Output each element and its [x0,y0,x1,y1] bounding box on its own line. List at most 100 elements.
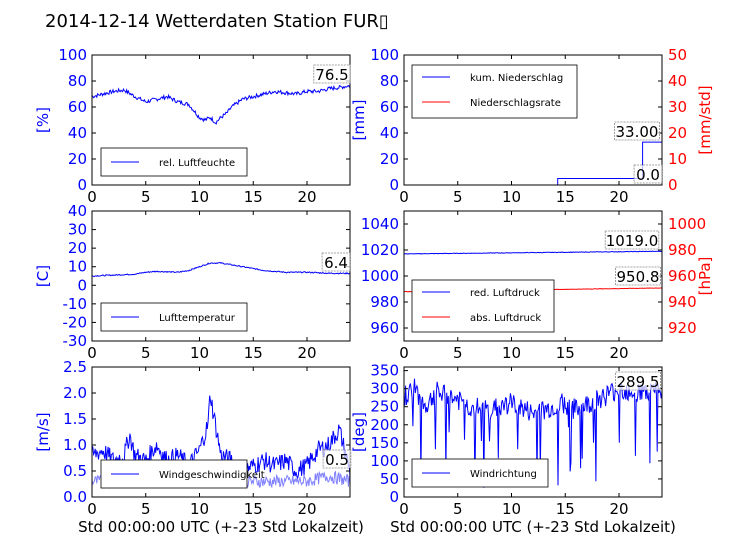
legend: kum. Niederschlag Niederschlagsrate [411,64,578,119]
y-axis-label: [mm] [350,100,368,141]
y-axis-label: [deg] [350,412,368,452]
x-tick-label: 20 [609,344,628,362]
y-tick-label: 20 [380,150,399,168]
latest-value-label: 950.8 [617,268,660,286]
y2-tick-label: 1000 [668,215,706,233]
x-tick-label: 5 [453,500,463,518]
x-axis-label-left: Std 00:00:00 UTC (+-23 Std Lokalzeit) [78,518,364,536]
y-tick-label: 60 [380,98,399,116]
y-tick-label: 1040 [361,215,399,233]
x-tick-label: 10 [190,500,209,518]
y-tick-label: 100 [370,452,399,470]
y2-tick-label: 10 [668,150,687,168]
panel-humidity: 0 5 10 15 20 0 20 40 60 80 100 [%] rel. Luftfeuchte 7… [34,46,351,206]
latest-value-label: 76.5 [315,66,348,84]
y-tick-label: 1.5 [63,410,87,428]
legend-label: rel. Luftfeuchte [159,158,235,169]
series-line-windrichtung [404,378,662,488]
y2-tick-label: 940 [668,293,697,311]
legend-label: Niederschlagsrate [470,98,561,109]
x-tick-label: 10 [190,344,209,362]
y2-axis-label: [mm/std] [696,85,714,154]
y-tick-label: 300 [370,380,399,398]
series-line-lufttemperatur [92,261,350,278]
legend-label: Lufttemperatur [159,313,236,324]
y-tick-label: 0 [77,176,87,194]
x-tick-label: 5 [453,188,463,206]
y2-tick-label: 980 [668,241,697,259]
x-tick-label: 20 [297,344,316,362]
y-tick-label: 50 [380,470,399,488]
x-tick-label: 5 [141,500,151,518]
figure-title: 2014-12-14 Wetterdaten Station FUR▯ [45,11,389,32]
x-tick-label: 0 [399,344,409,362]
y2-axis-label: [hPa] [696,257,714,296]
y-tick-label: 1.0 [63,436,87,454]
panel-precipitation: 0 5 10 15 20 0 20 40 60 80 100 0 10 20 30 40 50 [mm/std] [… [350,46,714,206]
y2-tick-label: 30 [668,98,687,116]
y2-tick-label: 40 [668,72,687,90]
y-tick-label: 100 [58,46,87,64]
y-tick-label: 200 [370,416,399,434]
y-axis-label: [C] [34,265,52,287]
value-box [614,121,660,141]
x-tick-label: 15 [556,344,575,362]
y-tick-label: 0 [389,488,399,506]
plot-frame [403,54,663,186]
y-tick-label: 350 [370,362,399,380]
legend-box [411,279,555,333]
y-tick-label: 20 [68,239,87,257]
x-tick-label: 20 [609,500,628,518]
y-tick-label: -20 [63,313,88,331]
value-box [615,371,661,391]
plot-frame [91,210,351,342]
x-tick-label: 5 [453,344,463,362]
y-tick-label: 960 [370,319,399,337]
y-tick-label: -30 [63,332,88,350]
x-tick-label: 15 [244,188,263,206]
legend-label: Windrichtung [470,469,537,480]
x-tick-label: 15 [244,344,263,362]
y-tick-label: 40 [380,124,399,142]
legend: Lufttemperatur [100,302,248,332]
legend-box [411,64,578,119]
x-tick-label: 15 [556,188,575,206]
series-line-red-luftdruck [404,250,662,255]
y2-tick-label: 0 [668,176,678,194]
x-tick-label: 5 [141,344,151,362]
x-tick-label: 10 [502,344,521,362]
y2-tick-label: 920 [668,319,697,337]
legend-label: Windgeschwindigkeit [159,470,265,481]
legend: rel. Luftfeuchte [100,147,248,177]
y-tick-label: 30 [68,221,87,239]
plot-frame [91,366,351,498]
x-tick-label: 0 [87,188,97,206]
latest-value-label: 0.0 [636,166,660,184]
panel-temperature: 0 5 10 15 20-30-20-10010203040[C]Lufttempera… [34,202,351,362]
latest-value-label: 289.5 [617,373,660,391]
legend-label: abs. Luftdruck [470,313,541,324]
value-box [615,266,661,286]
latest-value-label: 33.00 [616,123,659,141]
plot-frame [403,366,663,498]
y-tick-label: 80 [68,72,87,90]
y-tick-label: 0 [389,176,399,194]
x-tick-label: 20 [609,188,628,206]
y2-tick-label: 50 [668,46,687,64]
latest-value-label: 0.5 [325,451,349,469]
y-tick-label: 40 [68,202,87,220]
y-tick-label: 1000 [361,267,399,285]
value-box [313,64,351,84]
y-tick-label: 2.0 [63,384,87,402]
latest-value-label: 1019.0 [606,232,659,250]
y-tick-label: 10 [68,258,87,276]
panel-wind_speed: 0 5 10 15 20 0.0 0.5 1.0 1.5 2.0 2.5 [m/s] Windgesch… [34,358,352,518]
x-tick-label: 0 [87,344,97,362]
x-tick-label: 20 [297,500,316,518]
y-tick-label: 0.0 [63,488,87,506]
series-line-kum-niederschlag [404,141,662,185]
y-tick-label: 0 [77,276,87,294]
y-tick-label: 980 [370,293,399,311]
y-tick-label: 2.5 [63,358,87,376]
